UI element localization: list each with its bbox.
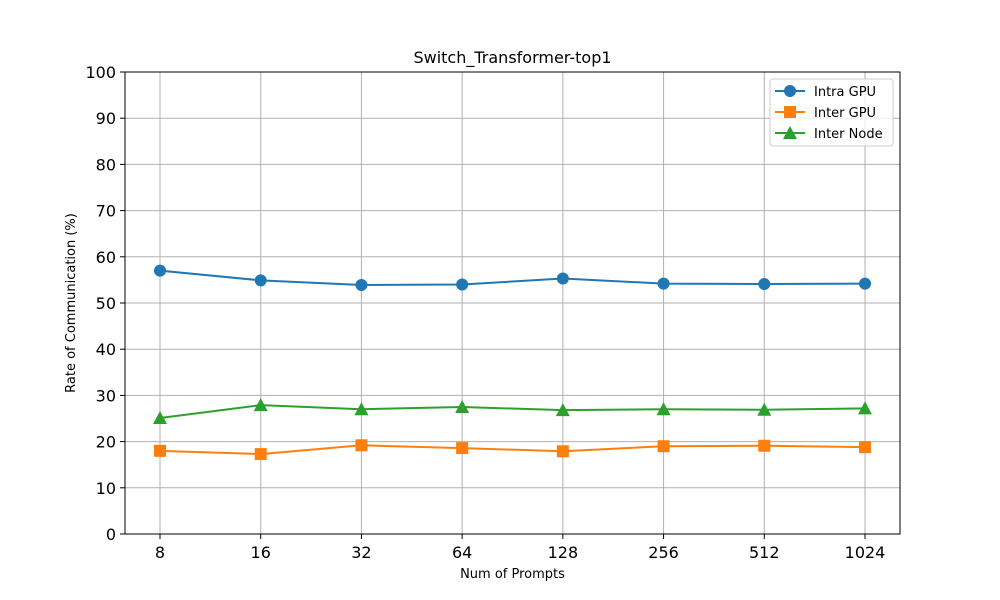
x-tick-label: 16 [251, 543, 271, 562]
series-layer [153, 264, 872, 461]
legend-marker [784, 106, 796, 118]
legend-item: Intra GPU [775, 85, 876, 100]
series-line [159, 269, 866, 286]
x-tick-label: 1024 [845, 543, 886, 562]
y-tick-label: 90 [96, 109, 116, 128]
legend-item: Inter GPU [775, 106, 876, 121]
data-point [455, 399, 470, 413]
series-inter-node [153, 398, 872, 425]
legend-marker [784, 85, 796, 97]
y-tick-label: 60 [96, 248, 116, 267]
y-tick-label: 0 [106, 525, 116, 544]
y-tick-label: 10 [96, 479, 116, 498]
data-point [253, 398, 268, 412]
y-tick-label: 80 [96, 155, 116, 174]
x-tick-label: 128 [548, 543, 579, 562]
data-point [456, 442, 469, 455]
data-point [355, 278, 368, 291]
chart-title: Switch_Transformer-top1 [413, 48, 611, 68]
y-tick-label: 30 [96, 386, 116, 405]
x-tick-label: 32 [351, 543, 371, 562]
y-tick-label: 70 [96, 202, 116, 221]
data-point [254, 448, 267, 461]
y-axis-label: Rate of Communication (%) [64, 213, 79, 393]
data-point [657, 440, 670, 453]
legend-item: Inter Node [775, 126, 883, 142]
y-tick-label: 40 [96, 340, 116, 359]
data-point [556, 272, 569, 285]
y-tick-label: 50 [96, 294, 116, 313]
data-point [859, 277, 871, 290]
axis-ticks: 8 16 32 64 128 256 512 1024 0 10 20 30 40 50 60 70 80 90 1… [85, 63, 885, 562]
x-tick-label: 8 [155, 543, 165, 562]
x-tick-label: 64 [452, 543, 472, 562]
x-tick-label: 512 [749, 543, 780, 562]
data-point [859, 441, 871, 454]
data-point [555, 403, 570, 417]
data-point [657, 277, 670, 290]
data-point [656, 402, 671, 416]
data-point [858, 401, 872, 415]
series-line [159, 444, 866, 456]
y-tick-label: 20 [96, 433, 116, 452]
series-inter-gpu [154, 439, 871, 461]
legend-box [769, 78, 894, 147]
data-point [355, 439, 368, 452]
data-point [758, 439, 771, 452]
data-point [354, 402, 369, 416]
legend-label: Inter Node [814, 127, 883, 142]
y-tick-label: 100 [85, 63, 116, 82]
data-point [154, 264, 166, 277]
series-line [159, 404, 866, 420]
x-tick-label: 256 [648, 543, 679, 562]
data-point [758, 278, 771, 291]
data-point [153, 411, 167, 425]
legend-label: Intra GPU [814, 85, 876, 100]
legend: Intra GPU Inter GPU Inter Node [769, 78, 894, 147]
data-point [757, 402, 772, 416]
x-axis-label: Num of Prompts [460, 567, 565, 582]
data-point [254, 274, 267, 287]
legend-marker [783, 126, 797, 139]
series-intra-gpu [154, 264, 871, 291]
legend-label: Inter GPU [814, 106, 876, 121]
data-point [456, 278, 469, 291]
data-point [154, 444, 166, 457]
data-point [556, 445, 569, 458]
